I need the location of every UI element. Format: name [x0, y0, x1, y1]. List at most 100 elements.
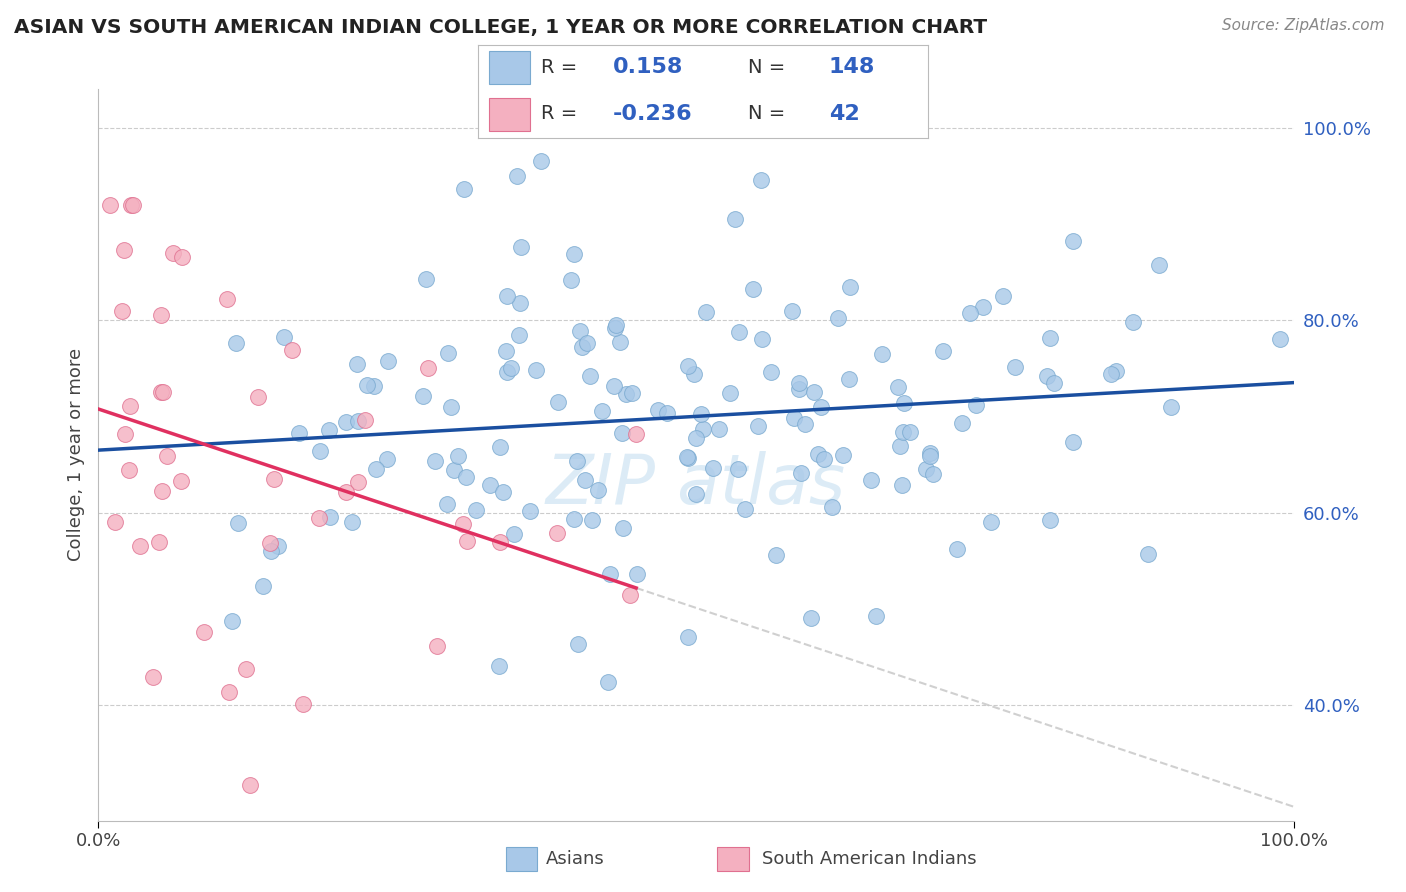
- Point: [605, 321, 627, 335]
- Point: [425, 454, 447, 468]
- Point: [685, 487, 707, 501]
- Text: N =: N =: [748, 104, 785, 123]
- Point: [887, 380, 910, 394]
- Point: [114, 426, 136, 441]
- Point: [496, 289, 519, 303]
- Point: [426, 640, 449, 654]
- Point: [991, 288, 1014, 302]
- Point: [747, 418, 769, 433]
- Point: [506, 169, 529, 183]
- Point: [1062, 234, 1084, 248]
- Point: [1160, 400, 1182, 414]
- Point: [499, 360, 522, 375]
- Point: [121, 197, 143, 211]
- Point: [495, 344, 517, 359]
- Point: [807, 447, 830, 461]
- Point: [813, 451, 835, 466]
- Point: [415, 272, 437, 286]
- Point: [932, 344, 955, 359]
- Point: [692, 422, 714, 436]
- Point: [893, 395, 915, 409]
- Point: [610, 425, 633, 440]
- Point: [689, 407, 711, 421]
- Point: [575, 336, 598, 351]
- Point: [780, 303, 803, 318]
- Point: [492, 485, 515, 500]
- Point: [596, 674, 619, 689]
- Point: [891, 425, 914, 440]
- Point: [1268, 332, 1291, 346]
- Point: [170, 475, 193, 489]
- Point: [454, 469, 477, 483]
- Point: [502, 527, 524, 541]
- Point: [1039, 331, 1062, 345]
- Point: [509, 240, 531, 254]
- Point: [765, 548, 787, 562]
- FancyBboxPatch shape: [506, 847, 537, 871]
- Point: [972, 300, 994, 314]
- FancyBboxPatch shape: [489, 98, 530, 131]
- Point: [810, 401, 832, 415]
- Point: [342, 515, 364, 529]
- Point: [118, 463, 141, 477]
- Point: [112, 243, 135, 257]
- Point: [335, 415, 357, 429]
- Point: [626, 427, 648, 442]
- Point: [562, 511, 585, 525]
- Text: R =: R =: [541, 104, 578, 123]
- Point: [193, 625, 215, 640]
- Point: [149, 308, 172, 322]
- Point: [456, 533, 478, 548]
- Point: [839, 280, 862, 294]
- Point: [292, 698, 315, 712]
- Point: [489, 440, 512, 454]
- Text: ASIAN VS SOUTH AMERICAN INDIAN COLLEGE, 1 YEAR OR MORE CORRELATION CHART: ASIAN VS SOUTH AMERICAN INDIAN COLLEGE, …: [14, 18, 987, 37]
- Point: [260, 544, 283, 558]
- Point: [965, 398, 987, 412]
- Point: [789, 382, 811, 396]
- Point: [1122, 315, 1144, 329]
- Text: R =: R =: [541, 58, 578, 77]
- Point: [226, 516, 249, 530]
- Point: [120, 197, 142, 211]
- Y-axis label: College, 1 year or more: College, 1 year or more: [66, 349, 84, 561]
- Point: [519, 504, 541, 518]
- Point: [142, 670, 165, 684]
- Point: [591, 403, 613, 417]
- Point: [565, 454, 588, 468]
- Point: [676, 359, 699, 373]
- Point: [921, 467, 943, 482]
- Point: [620, 386, 643, 401]
- Point: [309, 444, 332, 458]
- Point: [98, 197, 121, 211]
- Point: [900, 425, 922, 439]
- Point: [980, 515, 1002, 529]
- Point: [724, 211, 747, 226]
- Point: [603, 379, 626, 393]
- Point: [803, 385, 825, 400]
- Point: [626, 567, 648, 582]
- Point: [319, 509, 342, 524]
- Point: [215, 292, 238, 306]
- Point: [571, 340, 593, 354]
- Point: [800, 611, 823, 625]
- Point: [946, 541, 969, 556]
- Point: [749, 173, 772, 187]
- FancyBboxPatch shape: [489, 51, 530, 84]
- Point: [890, 478, 912, 492]
- Point: [281, 343, 304, 357]
- Point: [446, 450, 468, 464]
- Point: [838, 372, 860, 386]
- Point: [707, 422, 730, 436]
- Point: [451, 517, 474, 532]
- Point: [489, 534, 512, 549]
- Text: -0.236: -0.236: [613, 103, 693, 124]
- Point: [437, 345, 460, 359]
- Point: [218, 685, 240, 699]
- Point: [453, 182, 475, 196]
- Point: [488, 659, 510, 673]
- Point: [574, 473, 596, 487]
- Text: 0.158: 0.158: [613, 57, 683, 77]
- Point: [104, 515, 127, 529]
- Point: [354, 413, 377, 427]
